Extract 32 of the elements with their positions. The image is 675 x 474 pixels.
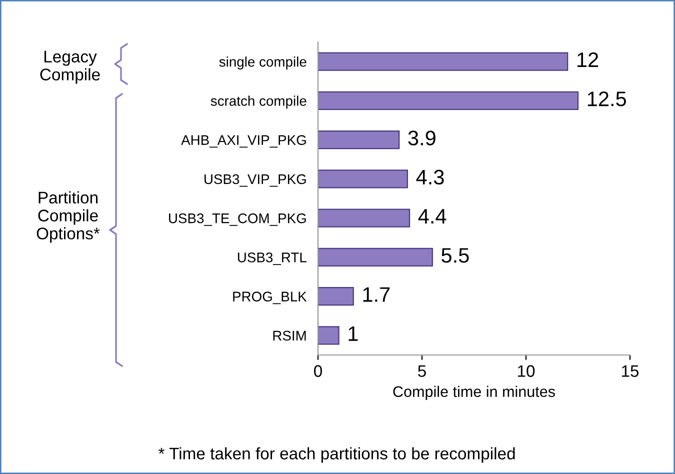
data-label: 1.7	[363, 287, 390, 302]
y-tick-label: AHB_AXI_VIP_PKG	[181, 135, 306, 148]
data-label: 4.3	[416, 170, 444, 185]
bar	[318, 286, 354, 306]
x-tick-label: 15	[622, 365, 639, 377]
text: Partition Compile Options*	[36, 191, 100, 243]
y-tick-label: RSIM	[273, 330, 306, 341]
bar	[318, 170, 408, 188]
y-tick-label: PROG_BLK	[233, 292, 307, 304]
bar	[318, 248, 433, 267]
x-tick-label: 10	[518, 365, 535, 377]
data-label: 5.5	[442, 248, 469, 263]
bar	[318, 52, 568, 71]
x-tick-label: 0	[314, 365, 322, 377]
bar	[318, 91, 579, 110]
bar	[318, 208, 410, 228]
data-label: 3.9	[408, 130, 436, 146]
data-label: 12	[578, 52, 598, 67]
y-tick-label: USB3_RTL	[238, 252, 306, 265]
bar	[318, 326, 340, 345]
x-axis-title: Compile time in minutes	[393, 386, 555, 400]
y-tick-label: USB3_VIP_PKG	[204, 174, 306, 187]
text: Legacy Compile	[40, 50, 100, 84]
bar	[318, 130, 400, 150]
data-label: 12.5	[588, 92, 626, 106]
y-tick-label: scratch compile	[210, 96, 306, 109]
x-tick-label: 5	[418, 365, 426, 377]
data-label: 4.4	[418, 209, 446, 224]
y-tick-label: single compile	[219, 56, 306, 70]
data-label: 1	[348, 326, 358, 341]
text: * Time taken for each partitions to be recompiled	[158, 447, 515, 463]
y-tick-label: USB3_TE_COM_PKG	[169, 213, 306, 226]
